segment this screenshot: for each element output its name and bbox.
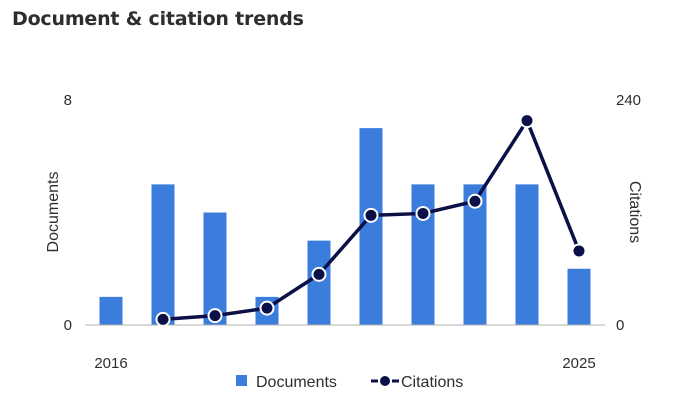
documents-bar-2024 <box>515 184 539 325</box>
x-tick-2025: 2025 <box>562 355 595 372</box>
right-y-tick-240: 240 <box>616 92 641 109</box>
citations-point-2021 <box>363 207 379 223</box>
documents-bar-2022 <box>411 184 435 325</box>
citations-point-2023 <box>467 193 483 209</box>
documents-bar-2021 <box>359 128 383 325</box>
citations-point-2019 <box>259 300 275 316</box>
right-y-axis-title: Citations <box>626 181 643 243</box>
documents-bars <box>99 128 591 325</box>
chart-title: Document & citation trends <box>12 8 304 30</box>
legend-documents-swatch <box>236 375 247 386</box>
legend-citations-marker <box>380 376 390 386</box>
citations-point-2020 <box>311 266 327 282</box>
documents-bar-2020 <box>307 240 331 325</box>
legend: Documents Citations <box>236 374 463 391</box>
citations-point-2024 <box>519 113 535 129</box>
citations-point-2025 <box>571 243 587 259</box>
documents-bar-2017 <box>151 184 175 325</box>
citations-point-2018 <box>207 308 223 324</box>
documents-bar-2018 <box>203 212 227 325</box>
legend-citations-label: Citations <box>401 374 463 391</box>
citations-point-2022 <box>415 205 431 221</box>
right-y-tick-0: 0 <box>616 317 624 334</box>
citations-point-2017 <box>155 311 171 327</box>
documents-bar-2023 <box>463 184 487 325</box>
documents-bar-2016 <box>99 296 123 325</box>
left-y-tick-0: 0 <box>64 317 72 334</box>
legend-documents-label: Documents <box>256 374 337 391</box>
documents-bar-2025 <box>567 268 591 325</box>
x-tick-2016: 2016 <box>94 355 127 372</box>
left-y-tick-8: 8 <box>64 92 72 109</box>
citations-line-series <box>155 113 587 327</box>
left-y-axis-title: Documents <box>45 172 62 253</box>
